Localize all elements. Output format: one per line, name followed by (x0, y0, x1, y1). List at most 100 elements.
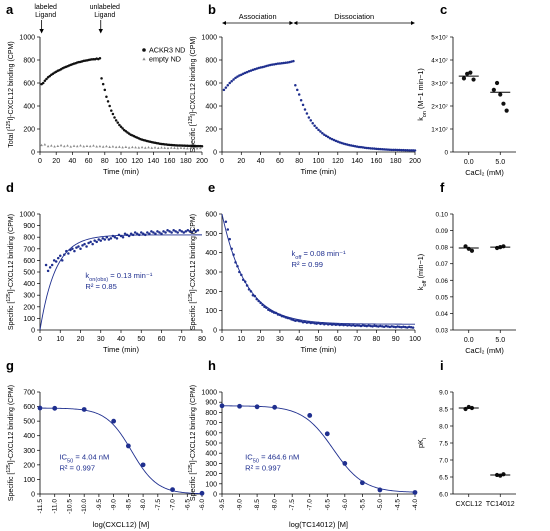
data-point (89, 240, 92, 244)
data-point-triangle (108, 145, 111, 148)
y-axis-label: Specific [125I]-CXCL12 binding (CPM) (188, 385, 197, 501)
data-point (407, 325, 411, 329)
r-squared-annotation: R² = 0.997 (59, 463, 95, 472)
data-point (404, 325, 407, 329)
data-point (240, 73, 243, 76)
x-tick-label: -10.5 (66, 499, 73, 514)
data-point (365, 324, 368, 328)
y-tick-label: 200 (205, 289, 217, 296)
y-tick-label: 2×10⁷ (431, 104, 448, 111)
data-point (294, 84, 297, 87)
x-tick-label: 80 (373, 336, 381, 343)
data-point (79, 247, 82, 251)
data-point (182, 231, 186, 234)
data-point (199, 490, 205, 496)
y-tick-label: 600 (205, 81, 217, 88)
data-point (305, 321, 309, 324)
x-tick-label: -7.5 (289, 499, 296, 511)
y-tick-label: 0 (31, 328, 35, 335)
panel-a: a 0 20 40 60 80 100 120 140 160 180 200 0 200 400 600 80… (6, 2, 208, 176)
data-point (115, 237, 119, 240)
data-point (160, 232, 163, 235)
data-point (234, 261, 237, 264)
data-point (255, 297, 258, 301)
x-tick-label: 20 (52, 158, 60, 165)
data-point (357, 324, 361, 327)
data-point (164, 231, 167, 234)
data-point (326, 323, 330, 326)
data-point (344, 323, 347, 327)
data-point (257, 299, 260, 303)
data-point (85, 245, 88, 248)
y-tick-label: 700 (205, 420, 217, 427)
data-point (294, 319, 297, 322)
x-axis-label: Time (min) (301, 345, 337, 354)
data-point (110, 109, 113, 112)
panel-letter: d (6, 180, 14, 195)
y-tick-label: 1000 (201, 35, 217, 42)
y-tick-label: 0 (31, 492, 35, 499)
data-point (56, 256, 60, 260)
data-point-triangle (66, 144, 69, 147)
data-point (392, 325, 396, 328)
data-point (305, 112, 309, 115)
data-point (224, 220, 228, 223)
data-point (241, 72, 245, 76)
data-point (263, 305, 266, 309)
data-point (253, 67, 257, 71)
x-tick-label: 90 (392, 336, 400, 343)
data-point (284, 61, 287, 65)
event-arrow-head (98, 29, 103, 34)
data-point (162, 230, 165, 233)
data-point (228, 237, 231, 241)
data-point-triangle (40, 143, 43, 147)
event-label: labeled (34, 4, 57, 11)
data-point (361, 146, 365, 149)
y-tick-label: 200 (23, 127, 35, 134)
data-point-triangle (98, 144, 102, 148)
data-point (69, 248, 72, 252)
y-tick-label: 9.0 (439, 390, 448, 397)
y-tick-label: 0.09 (436, 228, 449, 235)
x-tick-label: 160 (371, 158, 383, 165)
x-axis-label: log(CXCL12) [M] (93, 520, 150, 529)
data-point (186, 228, 190, 232)
x-tick-label: 10 (56, 336, 64, 343)
x-axis-label: Time (min) (301, 167, 337, 176)
data-point-triangle (50, 144, 53, 147)
y-axis-label: Specific [125I]-CXCL12 binding (CPM) (6, 214, 15, 330)
data-point (321, 132, 324, 135)
x-tick-label: -6.5 (184, 499, 191, 511)
data-point (501, 244, 506, 249)
data-point (50, 263, 54, 267)
data-point-triangle (137, 146, 141, 149)
fit-curve (221, 213, 415, 325)
data-point (282, 61, 286, 65)
x-tick-label: 60 (334, 336, 342, 343)
data-point (377, 487, 383, 493)
x-tick-label: -6.0 (199, 499, 206, 511)
data-point (307, 116, 311, 119)
data-point (230, 80, 233, 83)
y-tick-label: 800 (205, 410, 217, 417)
data-point (288, 317, 291, 320)
y-tick-label: 400 (23, 104, 35, 111)
y-tick-label: 0 (31, 150, 35, 157)
data-point (166, 228, 169, 232)
data-point-triangle (95, 145, 98, 148)
data-point (402, 325, 405, 328)
data-point (44, 263, 48, 267)
data-point (384, 324, 388, 328)
data-point (81, 407, 87, 412)
data-point (238, 270, 241, 274)
data-point (365, 146, 368, 150)
data-point (491, 87, 496, 92)
data-point (296, 319, 299, 322)
y-tick-label: 100 (23, 477, 35, 484)
panel-c: c 0 1×10⁷ 2×10⁷ 3×10⁷ 4×10⁷ 5×10⁷ 0.0 5.0 CaCl₂ (… (416, 2, 516, 177)
x-axis-label: Time (min) (103, 345, 139, 354)
data-point (172, 228, 175, 232)
panel-letter: i (440, 358, 444, 373)
data-point (394, 325, 397, 329)
x-tick-label: 0 (38, 158, 42, 165)
